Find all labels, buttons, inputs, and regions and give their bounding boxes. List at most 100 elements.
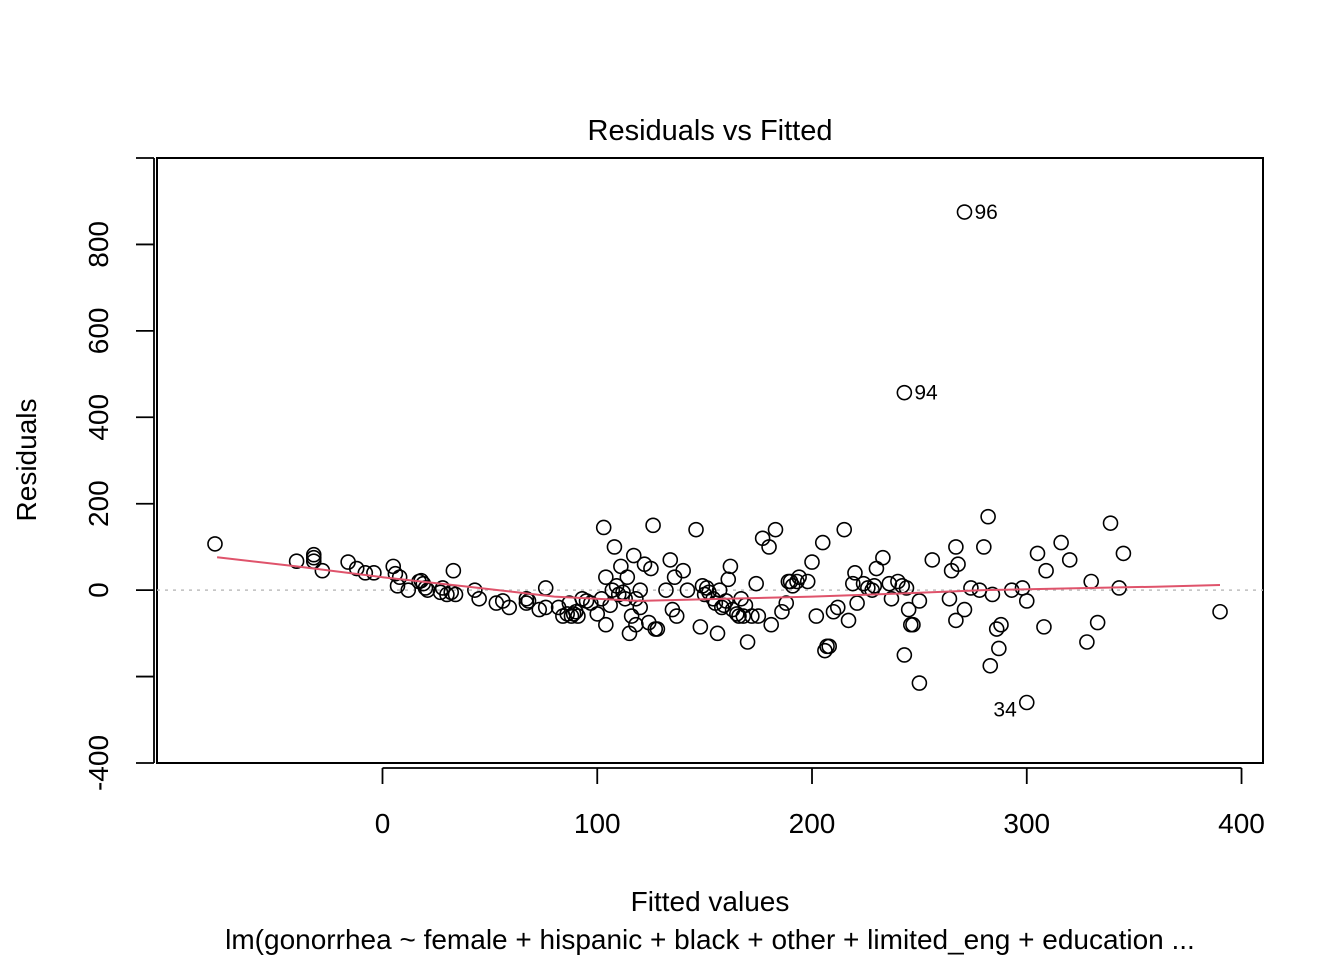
residual-point: [911, 593, 928, 609]
residual-point: [763, 616, 780, 633]
residual-point: [617, 590, 633, 607]
x-axis: 0 100 200 300 400: [375, 767, 1265, 839]
y-tick-label: 800: [83, 221, 114, 268]
residual-point: [898, 580, 915, 596]
residual-point: [875, 549, 891, 566]
x-tick-label: 0: [375, 808, 391, 839]
residual-point: [467, 582, 483, 598]
residual-point: [1089, 614, 1106, 631]
residual-point: [948, 539, 964, 555]
residual-point: [348, 560, 365, 577]
residual-point: [400, 582, 417, 598]
residual-point: [791, 569, 807, 585]
residual-point: [518, 595, 535, 611]
point-labels-layer: 96 94 34: [914, 201, 1017, 721]
y-axis: -400 0 200 400 600 800: [83, 157, 155, 791]
residual-point: [729, 606, 745, 622]
residual-point: [625, 547, 642, 564]
residual-point: [720, 571, 737, 588]
residual-point: [982, 657, 999, 674]
residual-point: [447, 586, 464, 603]
residual-point: [980, 508, 996, 525]
residual-point: [619, 569, 636, 585]
residual-point: [537, 580, 554, 596]
residual-point: [305, 549, 322, 566]
residual-point: [744, 608, 760, 624]
residual-point: [1102, 515, 1119, 531]
residual-point: [1212, 603, 1228, 620]
outlier-label: 96: [974, 201, 997, 224]
residual-point: [606, 539, 623, 555]
x-tick-label: 400: [1218, 808, 1265, 839]
residual-point: [924, 552, 941, 568]
residual-point: [849, 595, 865, 611]
residual-point: [840, 612, 857, 629]
residual-point: [963, 580, 979, 596]
residual-point: [905, 616, 921, 633]
residual-point: [649, 621, 666, 637]
residual-point: [976, 539, 992, 555]
residual-point: [991, 640, 1007, 657]
y-tick-label: -400: [83, 735, 114, 791]
residual-point: [804, 554, 820, 570]
residual-point: [900, 601, 917, 618]
residual-point: [984, 586, 1001, 603]
outlier-point: [1018, 694, 1035, 711]
outlier-label: 34: [993, 699, 1017, 722]
x-tick-label: 300: [1003, 808, 1050, 839]
residual-point: [808, 608, 825, 624]
residual-point: [602, 597, 618, 614]
points-layer: [207, 204, 1228, 711]
residual-point: [948, 612, 964, 629]
residual-point: [911, 675, 928, 691]
residual-point: [836, 521, 853, 538]
y-tick-label: 0: [83, 582, 114, 598]
residual-point: [1079, 634, 1095, 650]
residual-point: [1061, 552, 1078, 568]
residual-point: [357, 565, 374, 581]
residual-point: [675, 562, 691, 579]
residual-point: [445, 562, 462, 579]
residual-point: [668, 608, 685, 624]
residual-point: [563, 608, 580, 624]
residual-point: [1115, 545, 1132, 562]
residual-point: [688, 521, 704, 538]
residual-point: [537, 599, 554, 616]
residual-point: [845, 575, 861, 592]
residual-point: [761, 539, 777, 555]
residual-point: [1029, 545, 1046, 562]
residual-point: [722, 558, 739, 575]
residual-point: [501, 599, 518, 616]
residual-point: [868, 560, 885, 577]
residual-point: [643, 560, 659, 577]
residual-point: [709, 625, 726, 642]
residual-point: [896, 647, 913, 663]
residual-point: [814, 534, 831, 551]
x-tick-label: 200: [789, 808, 836, 839]
outlier-point: [956, 204, 973, 220]
residual-point: [1018, 593, 1035, 609]
y-tick-label: 600: [83, 308, 114, 355]
residual-point: [391, 569, 408, 585]
residual-point: [692, 619, 709, 635]
y-axis-label: Residuals: [11, 399, 42, 522]
residual-point: [679, 582, 696, 598]
residual-point: [1038, 562, 1054, 579]
residual-point: [750, 608, 767, 624]
x-tick-label: 100: [574, 808, 621, 839]
residual-point: [1053, 534, 1069, 551]
residual-point: [531, 601, 548, 618]
residual-point: [1083, 573, 1099, 590]
residual-point: [658, 582, 674, 598]
residual-point: [632, 599, 649, 616]
residual-point: [632, 582, 649, 598]
residual-point: [645, 517, 661, 534]
residual-point: [778, 595, 795, 611]
residual-point: [825, 603, 842, 620]
residual-point: [471, 590, 487, 607]
residual-point: [623, 608, 640, 624]
residual-point: [570, 608, 586, 624]
residual-point: [598, 616, 614, 633]
residual-point: [881, 575, 898, 592]
